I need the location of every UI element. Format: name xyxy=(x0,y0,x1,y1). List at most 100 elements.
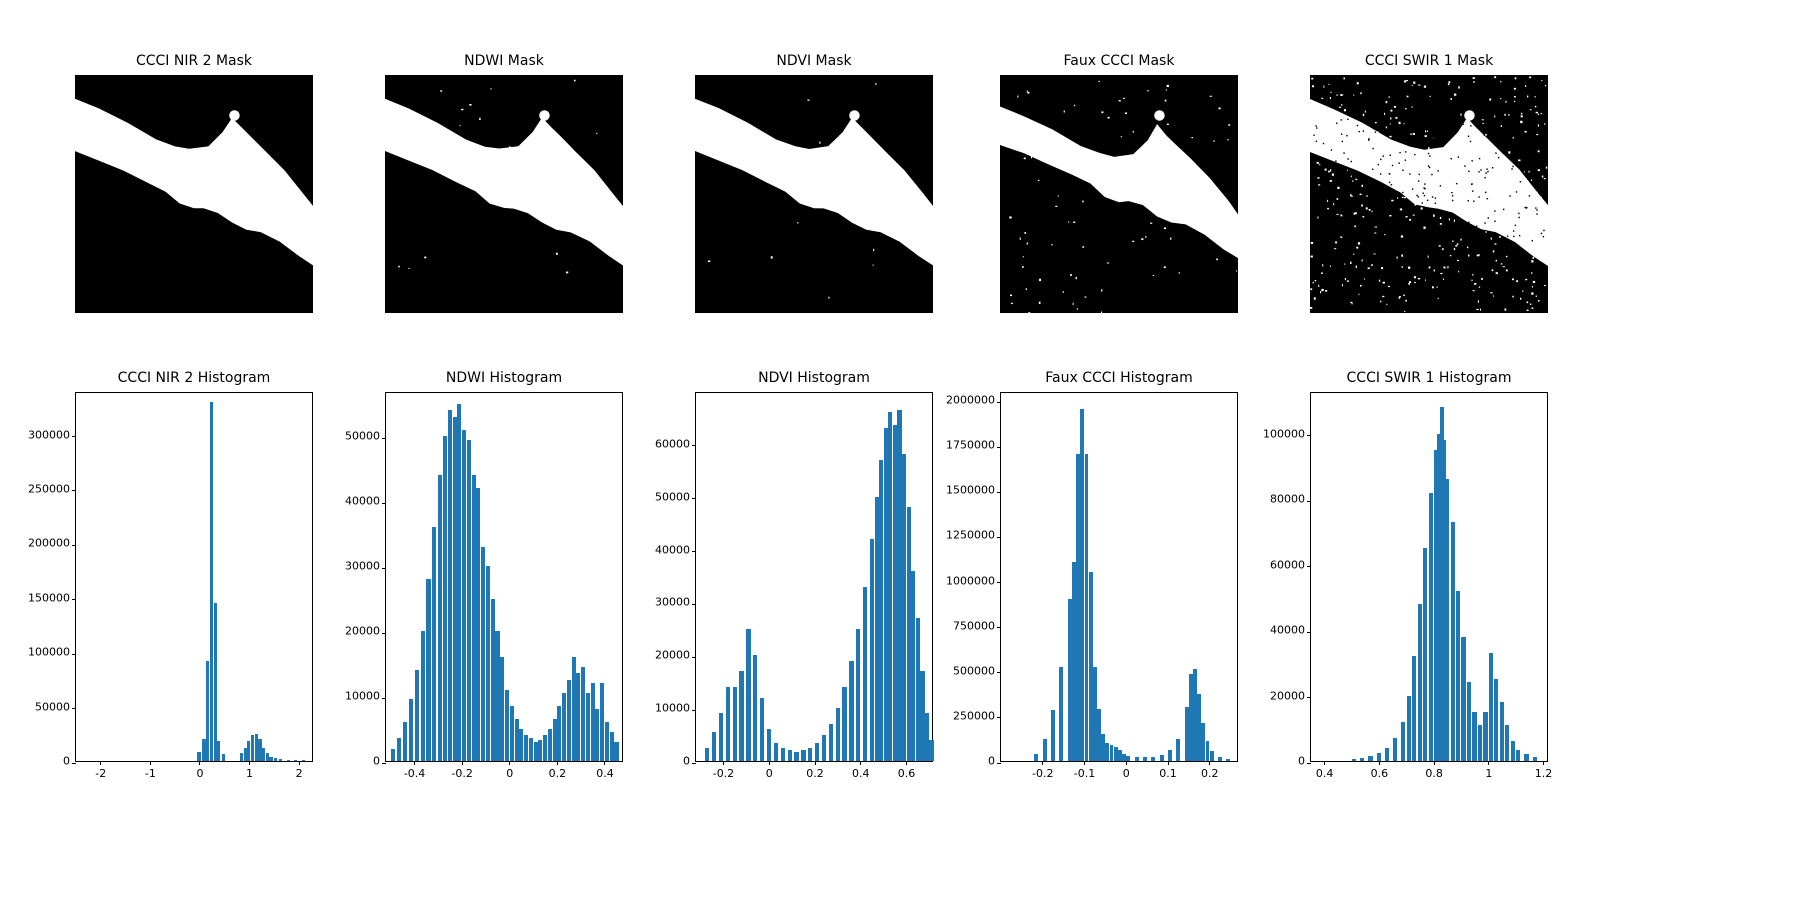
hist-bar xyxy=(591,683,595,761)
hist-ytick: 60000 xyxy=(1270,558,1305,571)
hist-bar xyxy=(486,566,490,761)
hist-bar xyxy=(247,741,250,761)
hist-bar xyxy=(595,709,599,761)
hist-bar xyxy=(733,687,737,761)
hist-bar xyxy=(774,743,778,762)
hist-xtick: 0 xyxy=(506,767,513,780)
hist-panel-title: CCCI SWIR 1 Histogram xyxy=(1310,370,1548,386)
hist-bar xyxy=(1210,751,1214,761)
hist-bar xyxy=(1489,653,1493,761)
hist-bar xyxy=(557,706,561,761)
hist-bar xyxy=(467,440,471,761)
hist-ytick: 40000 xyxy=(1270,624,1305,637)
hist-bar xyxy=(746,629,750,761)
hist-ytick: 50000 xyxy=(345,430,380,443)
hist-bar xyxy=(197,752,200,761)
hist-bar xyxy=(1500,702,1504,761)
hist-bar xyxy=(567,680,571,761)
hist-bar xyxy=(1445,479,1449,761)
hist-xtick: 0.1 xyxy=(1159,767,1177,780)
hist-ytick: 0 xyxy=(683,755,690,768)
hist-xtick: -0.2 xyxy=(451,767,472,780)
hist-ytick: 80000 xyxy=(1270,493,1305,506)
hist-panel-4: CCCI SWIR 1 Histogram0200004000060000800… xyxy=(1310,392,1548,762)
hist-bar xyxy=(553,719,557,761)
hist-bar xyxy=(1160,755,1164,761)
hist-bar xyxy=(1151,757,1155,761)
hist-bar xyxy=(1516,750,1520,761)
hist-bar xyxy=(605,722,609,761)
hist-bar xyxy=(519,729,523,761)
hist-xtick: -2 xyxy=(95,767,106,780)
hist-bar xyxy=(491,599,495,761)
hist-bar xyxy=(1423,548,1427,761)
hist-bar xyxy=(302,760,305,761)
mask-image xyxy=(385,75,623,313)
hist-bar xyxy=(562,693,566,761)
hist-bar xyxy=(505,690,509,761)
hist-ytick: 1750000 xyxy=(946,439,995,452)
hist-xtick: -0.1 xyxy=(1074,767,1095,780)
mask-image xyxy=(695,75,933,313)
hist-bar xyxy=(391,749,395,761)
hist-bar xyxy=(453,417,457,761)
mask-panel-title: NDWI Mask xyxy=(385,53,623,69)
hist-bar xyxy=(1456,591,1460,761)
hist-bar xyxy=(1401,722,1405,761)
mask-panel-title: Faux CCCI Mask xyxy=(1000,53,1238,69)
hist-ytick: 20000 xyxy=(345,625,380,638)
hist-xtick: 0.4 xyxy=(596,767,614,780)
hist-ytick: 0 xyxy=(373,755,380,768)
hist-bar xyxy=(500,657,504,761)
hist-xtick: -0.4 xyxy=(404,767,425,780)
hist-bar xyxy=(1377,753,1381,761)
hist-bar xyxy=(1418,604,1422,761)
hist-bar xyxy=(781,748,785,761)
hist-panel-title: NDWI Histogram xyxy=(385,370,623,386)
hist-bar xyxy=(1505,725,1509,761)
hist-ytick: 10000 xyxy=(345,690,380,703)
hist-bar xyxy=(856,629,860,761)
hist-bar xyxy=(842,687,846,761)
hist-bar xyxy=(476,488,480,761)
hist-ytick: 2000000 xyxy=(946,394,995,407)
hist-xtick: -0.2 xyxy=(713,767,734,780)
hist-panel-title: NDVI Histogram xyxy=(695,370,933,386)
hist-bar xyxy=(210,402,213,761)
hist-ytick: 300000 xyxy=(28,428,70,441)
hist-xtick: -0.2 xyxy=(1032,767,1053,780)
hist-ytick: 150000 xyxy=(28,591,70,604)
hist-bar xyxy=(515,719,519,761)
hist-xtick: 0 xyxy=(766,767,773,780)
hist-bar xyxy=(524,735,528,761)
hist-bar xyxy=(529,738,533,761)
hist-ytick: 250000 xyxy=(28,482,70,495)
hist-bar xyxy=(481,547,485,761)
hist-bar xyxy=(438,475,442,761)
hist-ytick: 750000 xyxy=(953,619,995,632)
hist-xtick: 1.2 xyxy=(1535,767,1553,780)
hist-bar xyxy=(457,404,461,761)
hist-bar xyxy=(1461,637,1465,761)
hist-xtick: 0.2 xyxy=(1201,767,1219,780)
hist-xtick: 0.6 xyxy=(1371,767,1389,780)
hist-bar xyxy=(510,706,514,761)
hist-ytick: 50000 xyxy=(35,700,70,713)
hist-bar xyxy=(726,687,730,761)
hist-xtick: 0.6 xyxy=(898,767,916,780)
mask-image xyxy=(1310,75,1548,313)
hist-xtick: 2 xyxy=(296,767,303,780)
hist-bar xyxy=(287,760,290,761)
mask-panel-0: CCCI NIR 2 Mask xyxy=(75,75,313,313)
hist-bar xyxy=(712,732,716,761)
hist-ytick: 1000000 xyxy=(946,574,995,587)
mask-panel-2: NDVI Mask xyxy=(695,75,933,313)
hist-bar xyxy=(548,729,552,761)
hist-bar xyxy=(1478,725,1482,761)
hist-panel-title: CCCI NIR 2 Histogram xyxy=(75,370,313,386)
hist-bar xyxy=(415,670,419,761)
hist-bar xyxy=(534,742,538,761)
hist-bar xyxy=(929,740,933,761)
hist-plot-area: 0100002000030000400005000060000-0.200.20… xyxy=(695,392,933,762)
hist-bar xyxy=(586,693,590,761)
